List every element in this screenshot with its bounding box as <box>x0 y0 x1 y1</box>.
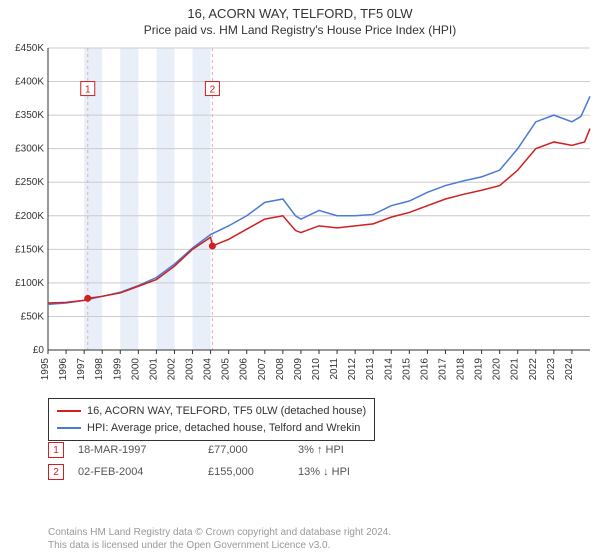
sale-marker-2: 2 <box>48 464 64 480</box>
svg-text:1: 1 <box>85 85 91 96</box>
svg-text:1996: 1996 <box>58 358 69 381</box>
svg-text:£350K: £350K <box>15 110 44 121</box>
svg-text:£450K: £450K <box>15 43 44 54</box>
price-chart: £0 £50K £100K £150K £200K £250K £300K £350K £400… <box>0 42 600 392</box>
sale-row: 2 02-FEB-2004 £155,000 13% ↓ HPI <box>48 464 388 480</box>
page-subtitle: Price paid vs. HM Land Registry's House … <box>0 21 600 41</box>
svg-text:2014: 2014 <box>383 358 394 381</box>
svg-text:2024: 2024 <box>564 358 575 381</box>
footer: Contains HM Land Registry data © Crown c… <box>48 526 391 552</box>
footer-line-1: Contains HM Land Registry data © Crown c… <box>48 526 391 539</box>
svg-text:£300K: £300K <box>15 144 44 155</box>
svg-text:2009: 2009 <box>293 358 304 381</box>
legend-swatch-hpi <box>57 427 81 429</box>
svg-text:1999: 1999 <box>112 358 123 381</box>
svg-text:2023: 2023 <box>546 358 557 381</box>
svg-text:1995: 1995 <box>40 358 51 381</box>
sale-price: £155,000 <box>208 466 298 478</box>
sale-diff: 3% ↑ HPI <box>298 444 388 456</box>
svg-text:2000: 2000 <box>130 358 141 381</box>
legend-label-hpi: HPI: Average price, detached house, Telf… <box>87 420 360 437</box>
sale-diff: 13% ↓ HPI <box>298 466 388 478</box>
svg-text:£100K: £100K <box>15 278 44 289</box>
sale-marker-1: 1 <box>48 442 64 458</box>
svg-text:2020: 2020 <box>492 358 503 381</box>
svg-text:1997: 1997 <box>76 358 87 381</box>
svg-text:2019: 2019 <box>474 358 485 381</box>
svg-text:2018: 2018 <box>456 358 467 381</box>
legend-item-hpi: HPI: Average price, detached house, Telf… <box>57 420 366 437</box>
legend: 16, ACORN WAY, TELFORD, TF5 0LW (detache… <box>48 398 375 441</box>
svg-text:£0: £0 <box>33 345 45 356</box>
sale-date: 18-MAR-1997 <box>78 444 208 456</box>
legend-label-price-paid: 16, ACORN WAY, TELFORD, TF5 0LW (detache… <box>87 403 366 420</box>
legend-item-price-paid: 16, ACORN WAY, TELFORD, TF5 0LW (detache… <box>57 403 366 420</box>
svg-text:2: 2 <box>210 85 216 96</box>
svg-text:2005: 2005 <box>221 358 232 381</box>
svg-text:£150K: £150K <box>15 244 44 255</box>
svg-text:2015: 2015 <box>401 358 412 381</box>
svg-text:2011: 2011 <box>329 358 340 380</box>
svg-text:2010: 2010 <box>311 358 322 381</box>
sale-row: 1 18-MAR-1997 £77,000 3% ↑ HPI <box>48 442 388 458</box>
svg-text:2002: 2002 <box>166 358 177 381</box>
sale-date: 02-FEB-2004 <box>78 466 208 478</box>
svg-text:2022: 2022 <box>528 358 539 381</box>
page-title: 16, ACORN WAY, TELFORD, TF5 0LW <box>0 0 600 21</box>
svg-text:2004: 2004 <box>203 358 214 381</box>
svg-text:1998: 1998 <box>94 358 105 381</box>
svg-text:2013: 2013 <box>365 358 376 381</box>
svg-text:£200K: £200K <box>15 211 44 222</box>
legend-swatch-price-paid <box>57 410 81 412</box>
svg-text:2021: 2021 <box>510 358 521 381</box>
svg-text:2003: 2003 <box>185 358 196 381</box>
svg-text:2001: 2001 <box>148 358 159 381</box>
svg-text:2007: 2007 <box>257 358 268 381</box>
svg-text:£50K: £50K <box>21 311 45 322</box>
sales-list: 1 18-MAR-1997 £77,000 3% ↑ HPI 2 02-FEB-… <box>48 442 388 486</box>
svg-text:2008: 2008 <box>275 358 286 381</box>
svg-text:2006: 2006 <box>239 358 250 381</box>
footer-line-2: This data is licensed under the Open Gov… <box>48 539 391 552</box>
svg-text:2017: 2017 <box>437 358 448 381</box>
svg-text:2016: 2016 <box>419 358 430 381</box>
chart-svg: £0 £50K £100K £150K £200K £250K £300K £350K £400… <box>0 42 600 392</box>
svg-text:2012: 2012 <box>347 358 358 381</box>
svg-text:£250K: £250K <box>15 177 44 188</box>
svg-text:£400K: £400K <box>15 77 44 88</box>
sale-price: £77,000 <box>208 444 298 456</box>
